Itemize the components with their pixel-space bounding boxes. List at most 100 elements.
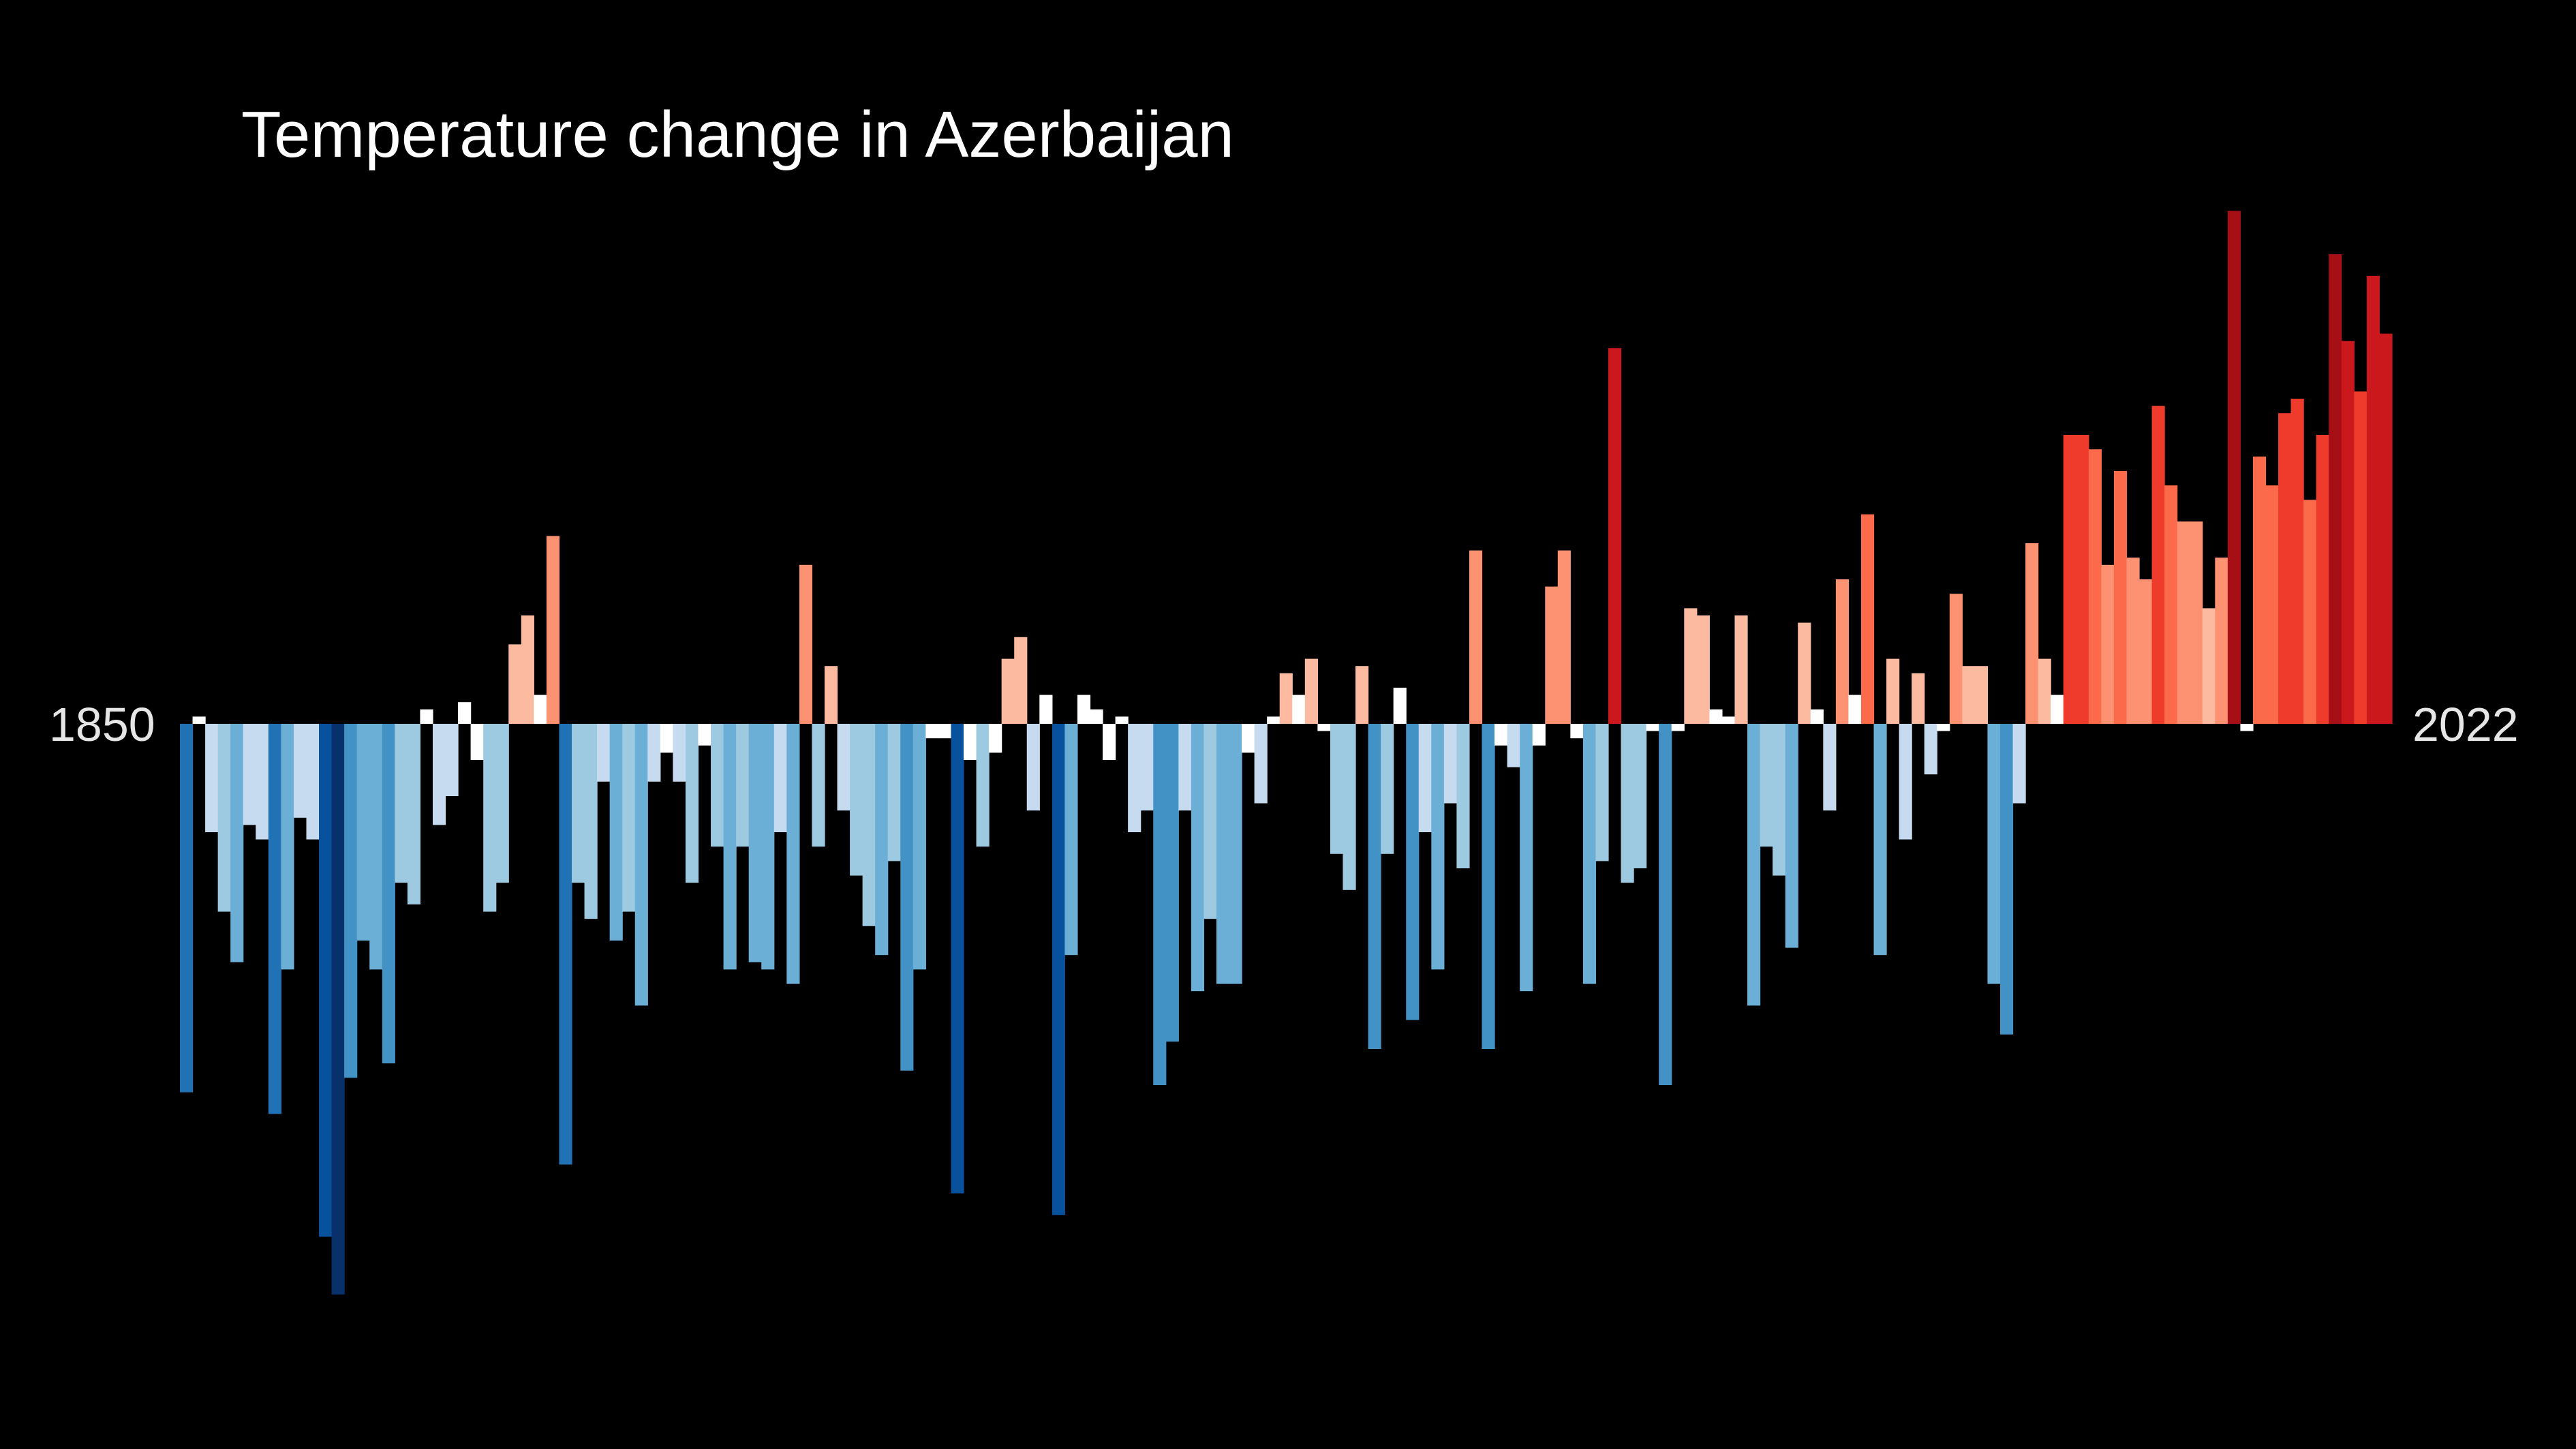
bar-1854 (230, 724, 244, 962)
bar-2010 (2202, 608, 2215, 724)
bar-1917 (1026, 724, 1040, 811)
bar-1861 (319, 724, 333, 1237)
bar-1878 (534, 695, 547, 724)
bar-1880 (559, 724, 572, 1165)
bar-1922 (1090, 709, 1103, 724)
bar-1930 (1191, 724, 1205, 992)
bar-1911 (951, 724, 964, 1193)
bar-1966 (1646, 724, 1659, 731)
bar-1898 (786, 724, 800, 984)
bar-1973 (1734, 615, 1748, 724)
bar-1886 (634, 724, 648, 1006)
bar-1857 (268, 724, 281, 1114)
bar-1900 (812, 724, 825, 847)
bar-2000 (2076, 435, 2089, 724)
bar-1850 (180, 724, 194, 1093)
bar-1988 (1924, 724, 1937, 775)
bar-2006 (2151, 406, 2165, 724)
bar-1989 (1937, 724, 1950, 731)
bar-1975 (1760, 724, 1773, 847)
bar-1999 (2063, 435, 2076, 724)
bar-1967 (1659, 724, 1672, 1085)
bar-2022 (2354, 391, 2367, 724)
bar-1947 (1406, 724, 1420, 1020)
bar-1887 (647, 724, 661, 782)
bar-1940 (1317, 724, 1331, 731)
bar-1935 (1254, 724, 1268, 804)
bar-1990 (1949, 594, 1963, 724)
bar-2008 (2177, 521, 2190, 724)
bar-1905 (875, 724, 889, 956)
bar-1865 (369, 724, 383, 970)
bar-2023 (2366, 275, 2380, 724)
bar-1891 (698, 724, 711, 746)
bar-1931 (1203, 724, 1217, 919)
bar-1867 (395, 724, 408, 883)
bar-1948 (1418, 724, 1432, 832)
bar-1860 (306, 724, 320, 840)
bar-1982 (1848, 695, 1862, 724)
bar-2016 (2278, 413, 2292, 724)
bar-1954 (1494, 724, 1508, 746)
bar-1956 (1520, 724, 1533, 992)
bar-1957 (1532, 724, 1546, 746)
bar-1895 (748, 724, 762, 962)
bar-1883 (597, 724, 611, 782)
bar-1986 (1899, 724, 1912, 840)
bar-1985 (1886, 658, 1900, 724)
bar-1953 (1482, 724, 1495, 1049)
bar-1971 (1709, 709, 1723, 724)
bar-1968 (1671, 724, 1685, 731)
bar-1921 (1077, 695, 1091, 724)
bar-1949 (1431, 724, 1445, 970)
bar-1933 (1229, 724, 1242, 984)
bar-1873 (470, 724, 484, 760)
bar-1991 (1962, 666, 1976, 724)
bar-1888 (660, 724, 673, 753)
bar-1889 (673, 724, 686, 782)
bar-2024 (2379, 333, 2393, 724)
bar-1903 (850, 724, 863, 876)
bar-1959 (1557, 550, 1571, 724)
bar-1907 (900, 724, 914, 1071)
bar-1855 (243, 724, 256, 825)
bar-1962 (1595, 724, 1609, 861)
bar-1923 (1103, 724, 1116, 760)
bar-1929 (1178, 724, 1192, 811)
bar-1862 (331, 724, 345, 1295)
bar-1994 (1999, 724, 2014, 1035)
bar-1851 (192, 716, 206, 724)
bar-1859 (293, 724, 307, 818)
bar-1919 (1052, 724, 1065, 1215)
bar-1950 (1443, 724, 1458, 804)
bar-1881 (572, 724, 585, 883)
bar-1894 (736, 724, 750, 847)
bar-1870 (432, 724, 446, 825)
bar-2015 (2265, 485, 2279, 724)
bar-1884 (609, 724, 623, 941)
bar-1906 (887, 724, 901, 861)
bar-1866 (382, 724, 395, 1064)
bar-1858 (281, 724, 294, 970)
bar-1938 (1292, 695, 1306, 724)
bar-1927 (1153, 724, 1167, 1085)
bar-1916 (1014, 637, 1028, 724)
chart-title: Temperature change in Azerbaijan (241, 98, 1234, 171)
bar-1902 (837, 724, 850, 811)
bar-1983 (1860, 514, 1875, 724)
bar-1979 (1810, 709, 1824, 724)
bar-1852 (205, 724, 219, 832)
bar-1913 (976, 724, 990, 847)
bar-1875 (495, 724, 509, 883)
bar-1872 (458, 702, 472, 724)
bar-1932 (1216, 724, 1230, 984)
bar-1910 (938, 724, 952, 739)
bar-1868 (407, 724, 421, 904)
bar-1963 (1608, 348, 1622, 724)
bar-1977 (1785, 724, 1798, 948)
end-year-label: 2022 (2412, 698, 2519, 751)
bar-1943 (1355, 666, 1369, 724)
bar-2003 (2113, 471, 2128, 724)
bar-1912 (964, 724, 977, 760)
